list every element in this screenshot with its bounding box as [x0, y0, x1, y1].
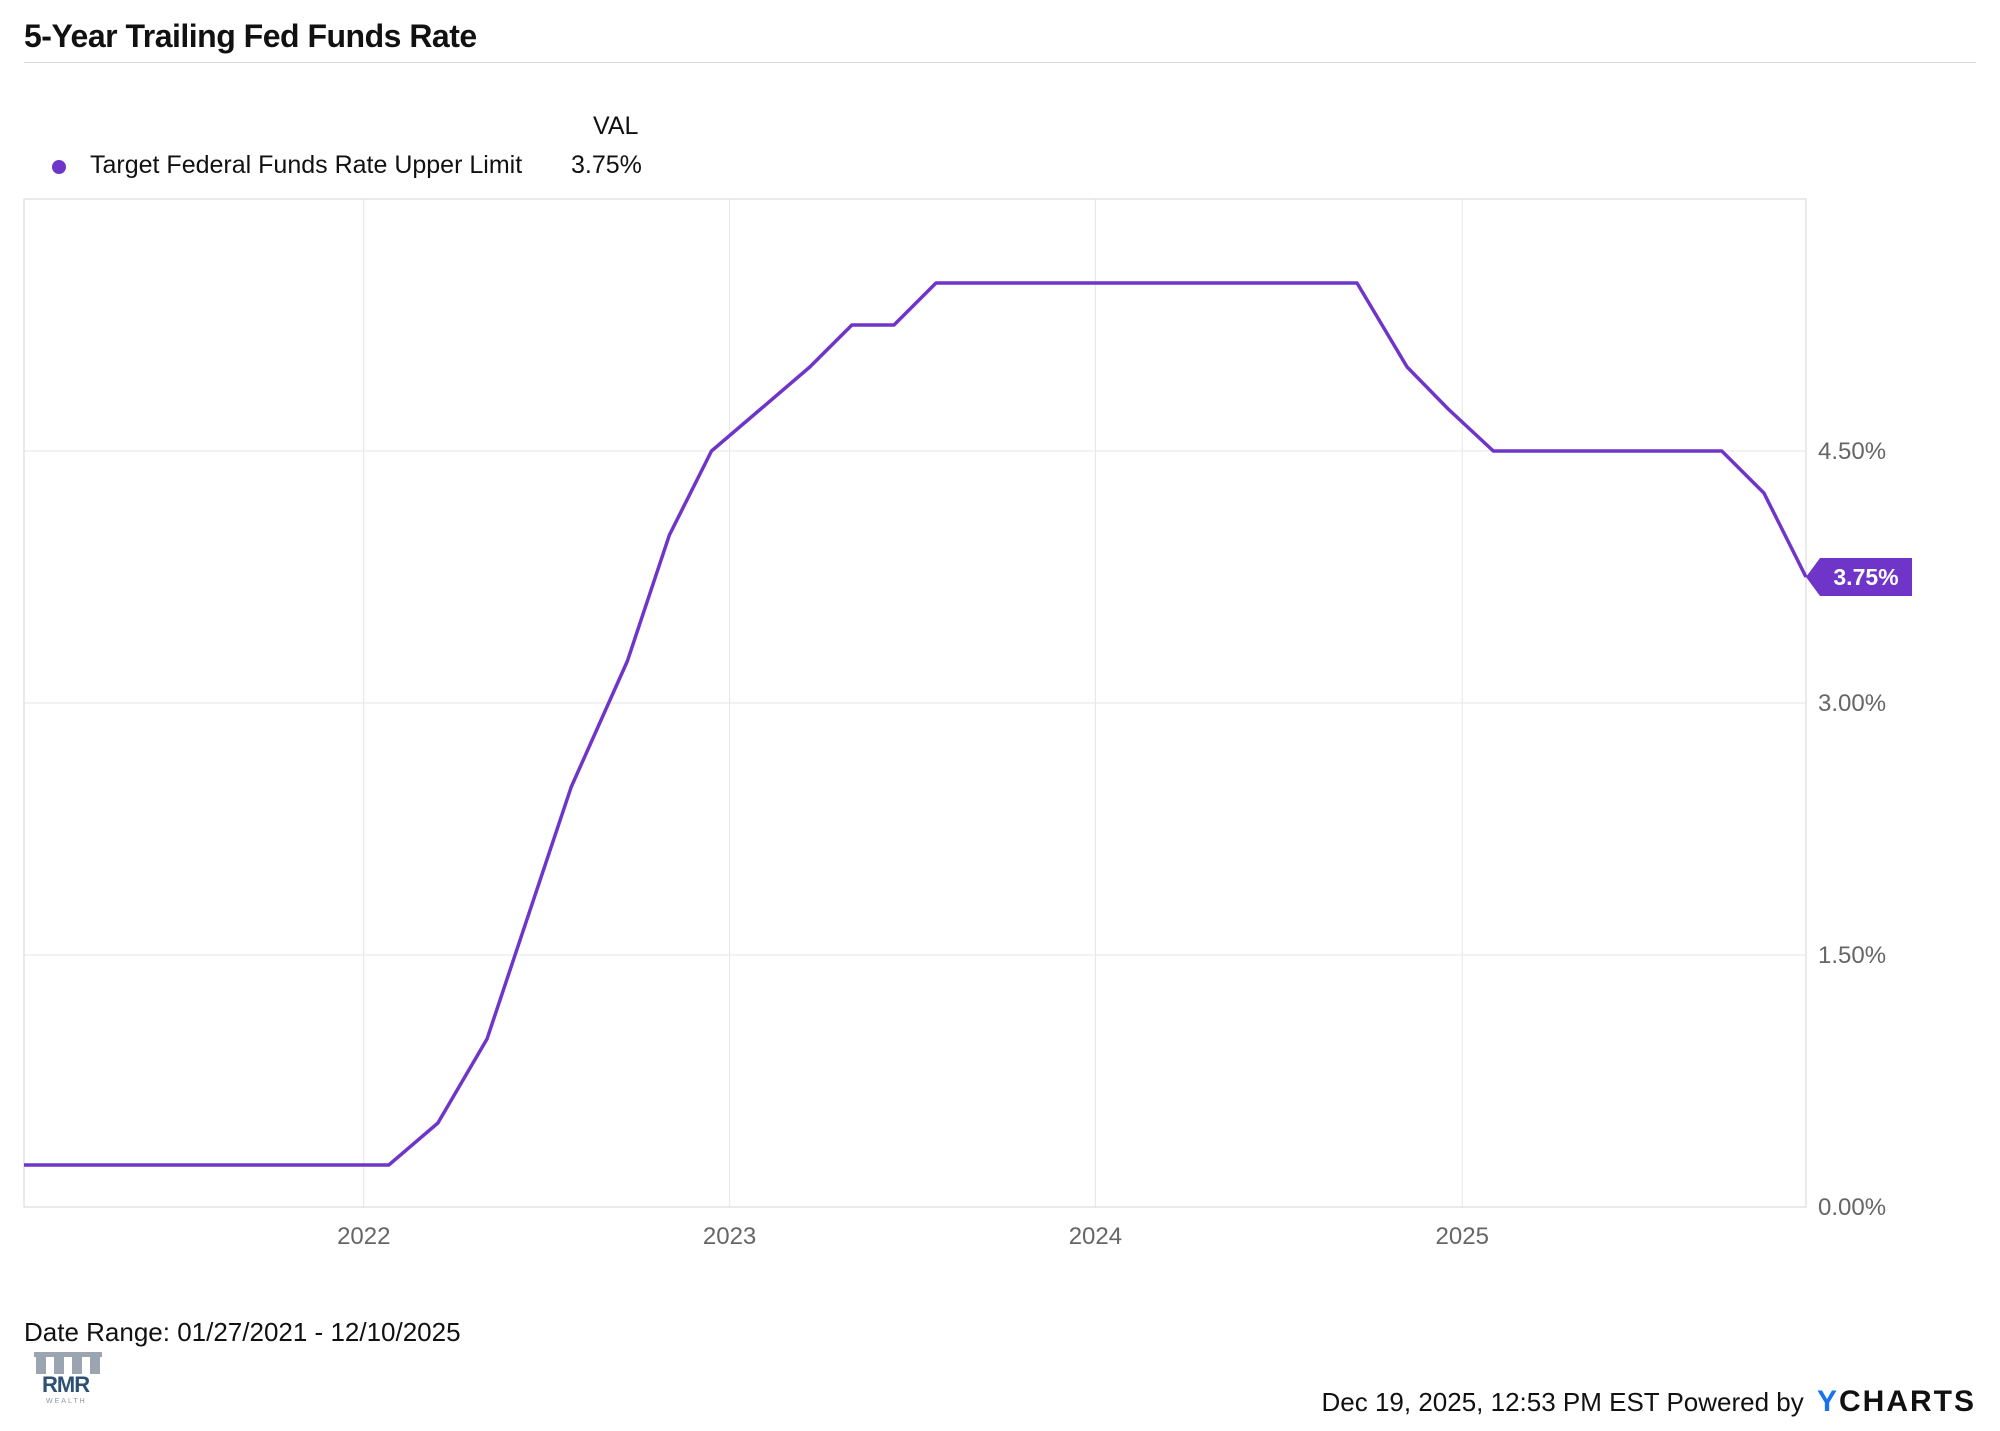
y-axis-ticks: 0.00% 1.50% 3.00% 4.50% — [1818, 438, 1886, 1221]
legend-value-header: VAL — [593, 112, 639, 140]
x-tick-label: 2024 — [1069, 1223, 1122, 1250]
x-tick-label: 2023 — [703, 1223, 756, 1250]
y-tick-label: 4.50% — [1818, 438, 1886, 465]
title-divider — [24, 62, 1976, 63]
x-tick-label: 2025 — [1436, 1223, 1489, 1250]
y-tick-label: 3.00% — [1818, 690, 1886, 717]
x-tick-label: 2022 — [337, 1223, 390, 1250]
end-label-tag — [1806, 558, 1912, 596]
end-label-value: 3.75% — [1833, 564, 1898, 590]
y-tick-label: 1.50% — [1818, 942, 1886, 969]
plot-area-frame — [23, 198, 1807, 1208]
ycharts-logo[interactable]: YCHARTS — [1817, 1385, 1976, 1419]
legend-series-name: Target Federal Funds Rate Upper Limit — [90, 151, 523, 179]
series-line-fed-funds — [24, 281, 1808, 1167]
logo-subtext: WEALTH — [46, 1398, 87, 1405]
x-axis-ticks: 2022 2023 2024 2025 — [337, 1223, 1489, 1250]
brand-rest: CHARTS — [1839, 1385, 1976, 1418]
chart-title: 5-Year Trailing Fed Funds Rate — [24, 18, 477, 54]
series-end-value-label: 3.75% — [1806, 558, 1912, 596]
legend-item[interactable]: Target Federal Funds Rate Upper Limit 3.… — [52, 151, 652, 183]
legend-series-value: 3.75% — [571, 151, 642, 179]
y-tick-label: 0.00% — [1818, 1194, 1886, 1221]
chart-grid — [24, 199, 1806, 1208]
legend-series-dot — [52, 160, 66, 174]
footer-attribution: Dec 19, 2025, 12:53 PM EST Powered by YC… — [1322, 1385, 1977, 1419]
rmr-logo: RMR WEALTH — [34, 1352, 104, 1410]
footer-timestamp: Dec 19, 2025, 12:53 PM EST Powered by — [1321, 1387, 1804, 1417]
brand-first-letter: Y — [1816, 1385, 1839, 1418]
date-range-label: Date Range: 01/27/2021 - 12/10/2025 — [24, 1317, 461, 1347]
logo-text: RMR — [42, 1372, 90, 1397]
